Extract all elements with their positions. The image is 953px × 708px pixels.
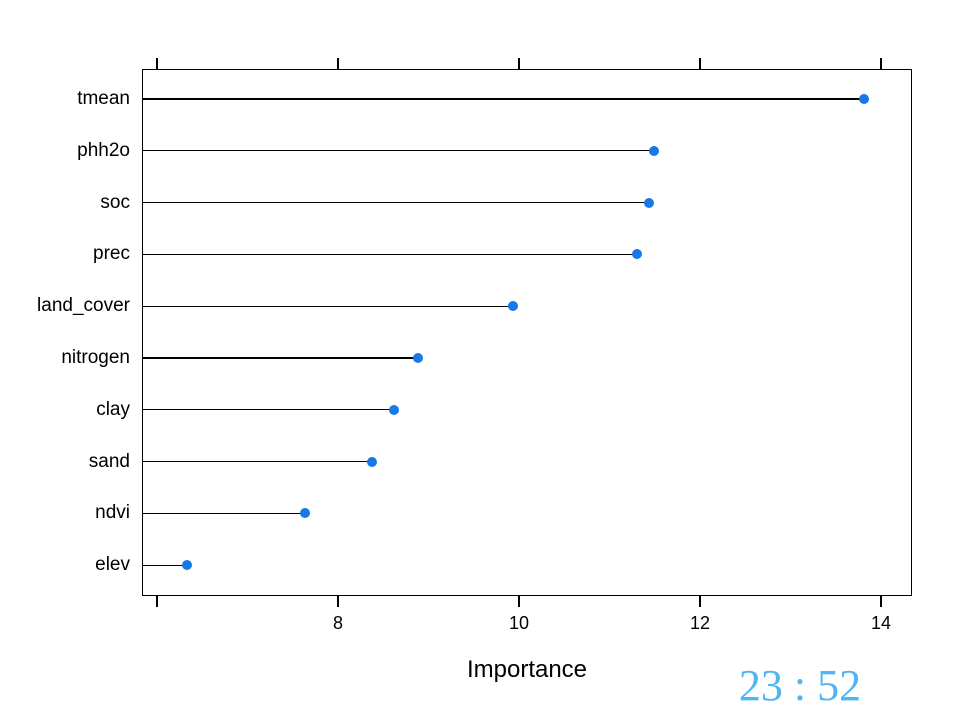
lollipop-line <box>142 512 306 515</box>
lollipop-line <box>142 201 650 204</box>
x-axis-tick-bottom <box>699 596 701 607</box>
x-axis-tick-top <box>156 58 158 69</box>
data-point-dot <box>507 301 518 312</box>
x-axis-tick-top <box>518 58 520 69</box>
category-label: ndvi <box>95 502 130 524</box>
category-label: phh2o <box>77 139 130 161</box>
lollipop-line <box>142 305 513 307</box>
clock-overlay: 23 : 52 <box>738 661 862 708</box>
x-axis-tick-top <box>337 58 339 69</box>
lollipop-line <box>142 409 395 411</box>
lollipop-line <box>142 460 373 463</box>
data-point-dot <box>858 94 869 104</box>
x-axis-tick-label: 14 <box>870 613 892 633</box>
x-axis-tick-bottom <box>156 596 158 607</box>
category-label: clay <box>96 398 130 420</box>
category-label: soc <box>100 191 130 213</box>
data-point-dot <box>644 197 655 208</box>
x-axis-title: Importance <box>466 656 588 683</box>
x-axis-tick-bottom <box>518 596 520 607</box>
lollipop-line <box>142 150 654 152</box>
data-point-dot <box>412 353 423 363</box>
data-point-dot <box>181 560 192 571</box>
category-label: nitrogen <box>61 347 130 368</box>
plot-area <box>142 69 912 596</box>
x-axis-tick-label: 8 <box>332 613 343 633</box>
data-point-dot <box>389 404 400 415</box>
data-point-dot <box>300 508 311 519</box>
data-point-dot <box>648 145 659 156</box>
lollipop-line <box>142 357 418 359</box>
category-label: land_cover <box>37 295 130 317</box>
data-point-dot <box>631 249 642 260</box>
lollipop-line <box>142 98 864 100</box>
x-axis-tick-bottom <box>337 596 339 607</box>
x-axis-tick-label: 12 <box>689 613 711 633</box>
x-axis-tick-label: 10 <box>508 613 530 633</box>
category-label: prec <box>93 243 130 265</box>
x-axis-tick-top <box>880 58 882 69</box>
category-label: elev <box>95 554 130 576</box>
x-axis-tick-top <box>699 58 701 69</box>
lollipop-line <box>142 253 637 256</box>
category-label: tmean <box>77 88 130 109</box>
data-point-dot <box>367 456 378 467</box>
x-axis-tick-bottom <box>880 596 882 607</box>
category-label: sand <box>88 450 130 472</box>
lollipop-line <box>142 564 187 566</box>
